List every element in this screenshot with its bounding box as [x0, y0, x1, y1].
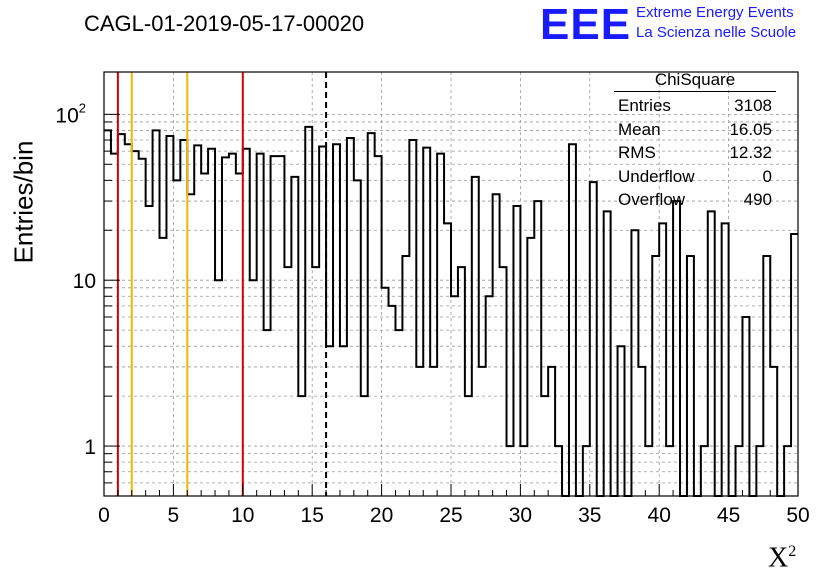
stats-title: ChiSquare	[614, 70, 776, 92]
org-subtitle: La Scienza nelle Scuole	[636, 24, 797, 41]
stats-label: Overflow	[618, 190, 686, 209]
stats-label: RMS	[618, 143, 656, 162]
stats-label: Entries	[618, 96, 671, 115]
x-tick-label: 30	[509, 504, 532, 527]
x-tick-label: 5	[168, 504, 180, 527]
stats-value: 16.05	[729, 119, 772, 139]
x-tick-label: 15	[301, 504, 324, 527]
reference-lines	[116, 72, 328, 496]
x-tick-label: 35	[578, 504, 601, 527]
y-tick-label: 10	[73, 270, 96, 293]
x-tick-label: 10	[231, 504, 254, 527]
x-tick-label: 25	[439, 504, 462, 527]
stats-box: ChiSquare Entries 3108 Mean 16.05 RMS 12.32…	[614, 70, 776, 212]
y-axis-label-box: Entries/bin	[4, 112, 44, 292]
stats-row-rms: RMS 12.32	[614, 141, 776, 165]
stats-value: 3108	[734, 96, 772, 115]
x-axis-label: X2	[768, 536, 796, 574]
stats-row-underflow: Underflow 0	[614, 165, 776, 189]
chart-title: CAGL-01-2019-05-17-00020	[84, 11, 365, 36]
stats-value: 490	[743, 190, 772, 209]
y-axis-label: Entries/bin	[8, 140, 39, 264]
stats-value: 0	[762, 166, 772, 186]
y-tick-label: 102	[55, 100, 86, 127]
org-name: Extreme Energy Events	[636, 4, 794, 21]
x-tick-label: 0	[98, 504, 110, 527]
y-tick-exponent: 2	[79, 100, 86, 115]
stats-row-entries: Entries 3108	[614, 94, 776, 118]
stats-label: Mean	[618, 119, 661, 139]
stats-row-mean: Mean 16.05	[614, 118, 776, 142]
stats-row-overflow: Overflow 490	[614, 188, 776, 212]
x-tick-label: 50	[786, 504, 809, 527]
x-tick-label: 40	[648, 504, 671, 527]
x-tick-label: 20	[370, 504, 393, 527]
stats-value: 12.32	[729, 143, 772, 162]
x-axis-label-exponent: 2	[788, 543, 797, 560]
eee-logo: EEE	[540, 0, 632, 49]
x-axis-label-base: X	[768, 542, 789, 574]
y-tick-label: 1	[84, 436, 96, 459]
x-tick-label: 45	[717, 504, 740, 527]
axis-ticks	[103, 113, 799, 497]
stats-label: Underflow	[618, 166, 695, 186]
